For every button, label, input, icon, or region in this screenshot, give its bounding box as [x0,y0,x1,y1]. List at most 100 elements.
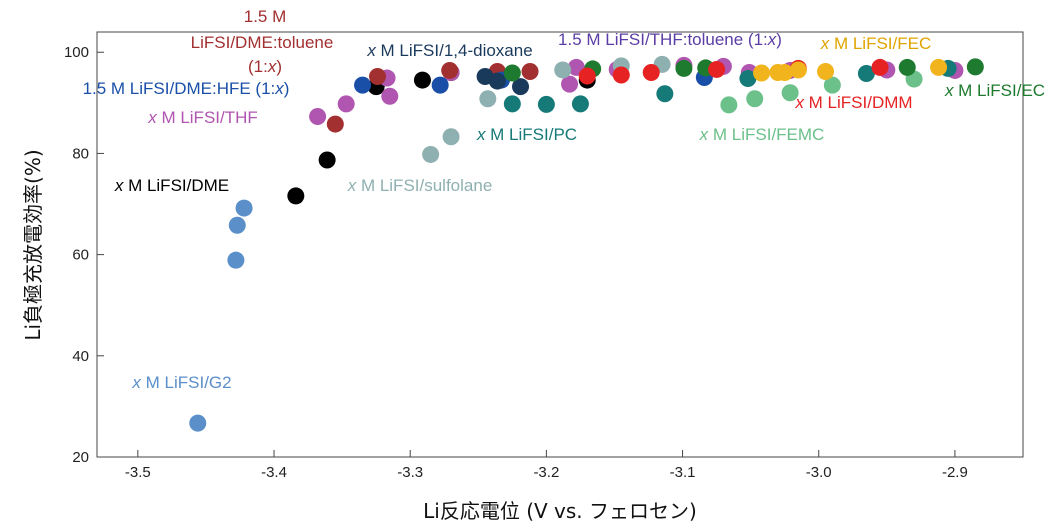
data-point [537,95,555,113]
data-point [930,58,948,76]
data-point [337,95,355,113]
x-tick-label: -3.5 [125,464,151,481]
data-point [612,66,630,84]
series-label: x M LiFSI/G2 [131,373,231,392]
series-label: 1.5 M [244,7,287,26]
series-label-part: x [147,108,157,127]
series-label-part: ) [284,79,290,98]
series-label: x M LiFSI/1,4-dioxane [366,41,532,60]
data-point [354,76,372,94]
data-point [656,85,674,103]
x-tick-label: -2.9 [942,464,968,481]
series-label-part: M LiFSI/G2 [141,373,232,392]
data-point [776,63,794,81]
data-point [857,64,875,82]
series-label-part: x [767,30,777,49]
data-point [442,128,460,146]
series-label: x M LiFSI/FEMC [699,125,825,144]
y-tick-label: 80 [72,145,89,162]
data-point [479,90,497,108]
series-label-part: ) [776,30,782,49]
y-tick-label: 60 [72,247,89,264]
series-label-part: M LiFSI/THF [157,108,258,127]
data-point [431,76,449,94]
data-point [817,62,835,80]
y-tick-label: 100 [64,44,89,61]
data-point [287,187,305,205]
series-label-part: LiFSI/DME:toluene [191,33,334,52]
y-axis: 20 40 60 80 100 [64,44,104,466]
series-label: 1.5 M LiFSI/DME:HFE (1:x) [83,79,290,98]
series-label: x M LiFSI/DME [114,176,229,195]
data-point [369,68,387,86]
data-point [235,199,253,217]
data-point [228,216,246,234]
series-label-part: x [944,81,954,100]
series-label: LiFSI/DME:toluene [191,33,334,52]
data-point [441,61,459,79]
data-point [781,84,799,102]
x-tick-label: -3.2 [533,464,559,481]
plot-frame [96,31,1024,458]
series-label-part: x [794,93,804,112]
data-point [227,251,245,269]
series-label-part: x [820,34,830,53]
data-point [746,90,764,108]
data-point [189,414,207,432]
data-point [503,64,521,82]
data-point [753,64,771,82]
series-label-part: 1.5 M LiFSI/DME:HFE (1: [83,79,276,98]
data-point [739,70,757,88]
series-label-part: x [347,176,357,195]
series-label-part: M LiFSI/1,4-dioxane [376,41,533,60]
series-label-part: M LiFSI/EC [953,81,1045,100]
data-point [309,107,327,125]
data-point [823,76,841,94]
series-label-part: x [699,125,709,144]
series-label: 1.5 M LiFSI/THF:toluene (1:x) [558,30,782,49]
series-label-part: 1.5 M LiFSI/THF:toluene (1: [558,30,768,49]
x-tick-label: -3.1 [670,464,696,481]
data-point [898,58,916,76]
x-tick-label: -3.4 [261,464,287,481]
series-label: x M LiFSI/EC [944,81,1045,100]
data-point [381,87,399,105]
data-point [578,67,596,85]
series-label-part: M LiFSI/FEC [829,34,931,53]
series-label-part: x [274,79,284,98]
series-label-part: M LiFSI/DMM [804,93,913,112]
series-label-part: M LiFSI/FEMC [708,125,824,144]
series-label-part: x [476,125,486,144]
data-point [512,78,530,96]
data-point [642,63,660,81]
series-label-part: ) [276,57,282,76]
data-point [966,58,984,76]
series-label-part: x [366,41,376,60]
data-point [488,72,506,90]
series-label-part: (1: [248,57,268,76]
series-label: x M LiFSI/DMM [794,93,912,112]
data-point [561,75,579,93]
data-point [422,145,440,163]
series-label-part: x [114,176,124,195]
data-point [789,61,807,79]
y-axis-title: Li負極充放電効率(%) [21,149,45,340]
data-point [675,59,693,77]
series-label-part: M LiFSI/DME [123,176,229,195]
x-axis: -3.5 -3.4 -3.3 -3.2 -3.1 -3.0 -2.9 [125,450,968,481]
data-point [503,95,521,113]
series-label: x M LiFSI/sulfolane [347,176,493,195]
data-point [521,62,539,80]
series-label-part: M LiFSI/PC [485,125,577,144]
series-label-part: M LiFSI/sulfolane [356,176,492,195]
y-tick-label: 20 [72,449,89,466]
series-label-part: x [131,373,141,392]
data-point [720,96,738,114]
series-label: x M LiFSI/PC [476,125,577,144]
data-point [871,58,889,76]
series-label-part: x [267,57,277,76]
series-label: x M LiFSI/THF [147,108,258,127]
data-points [189,55,984,432]
